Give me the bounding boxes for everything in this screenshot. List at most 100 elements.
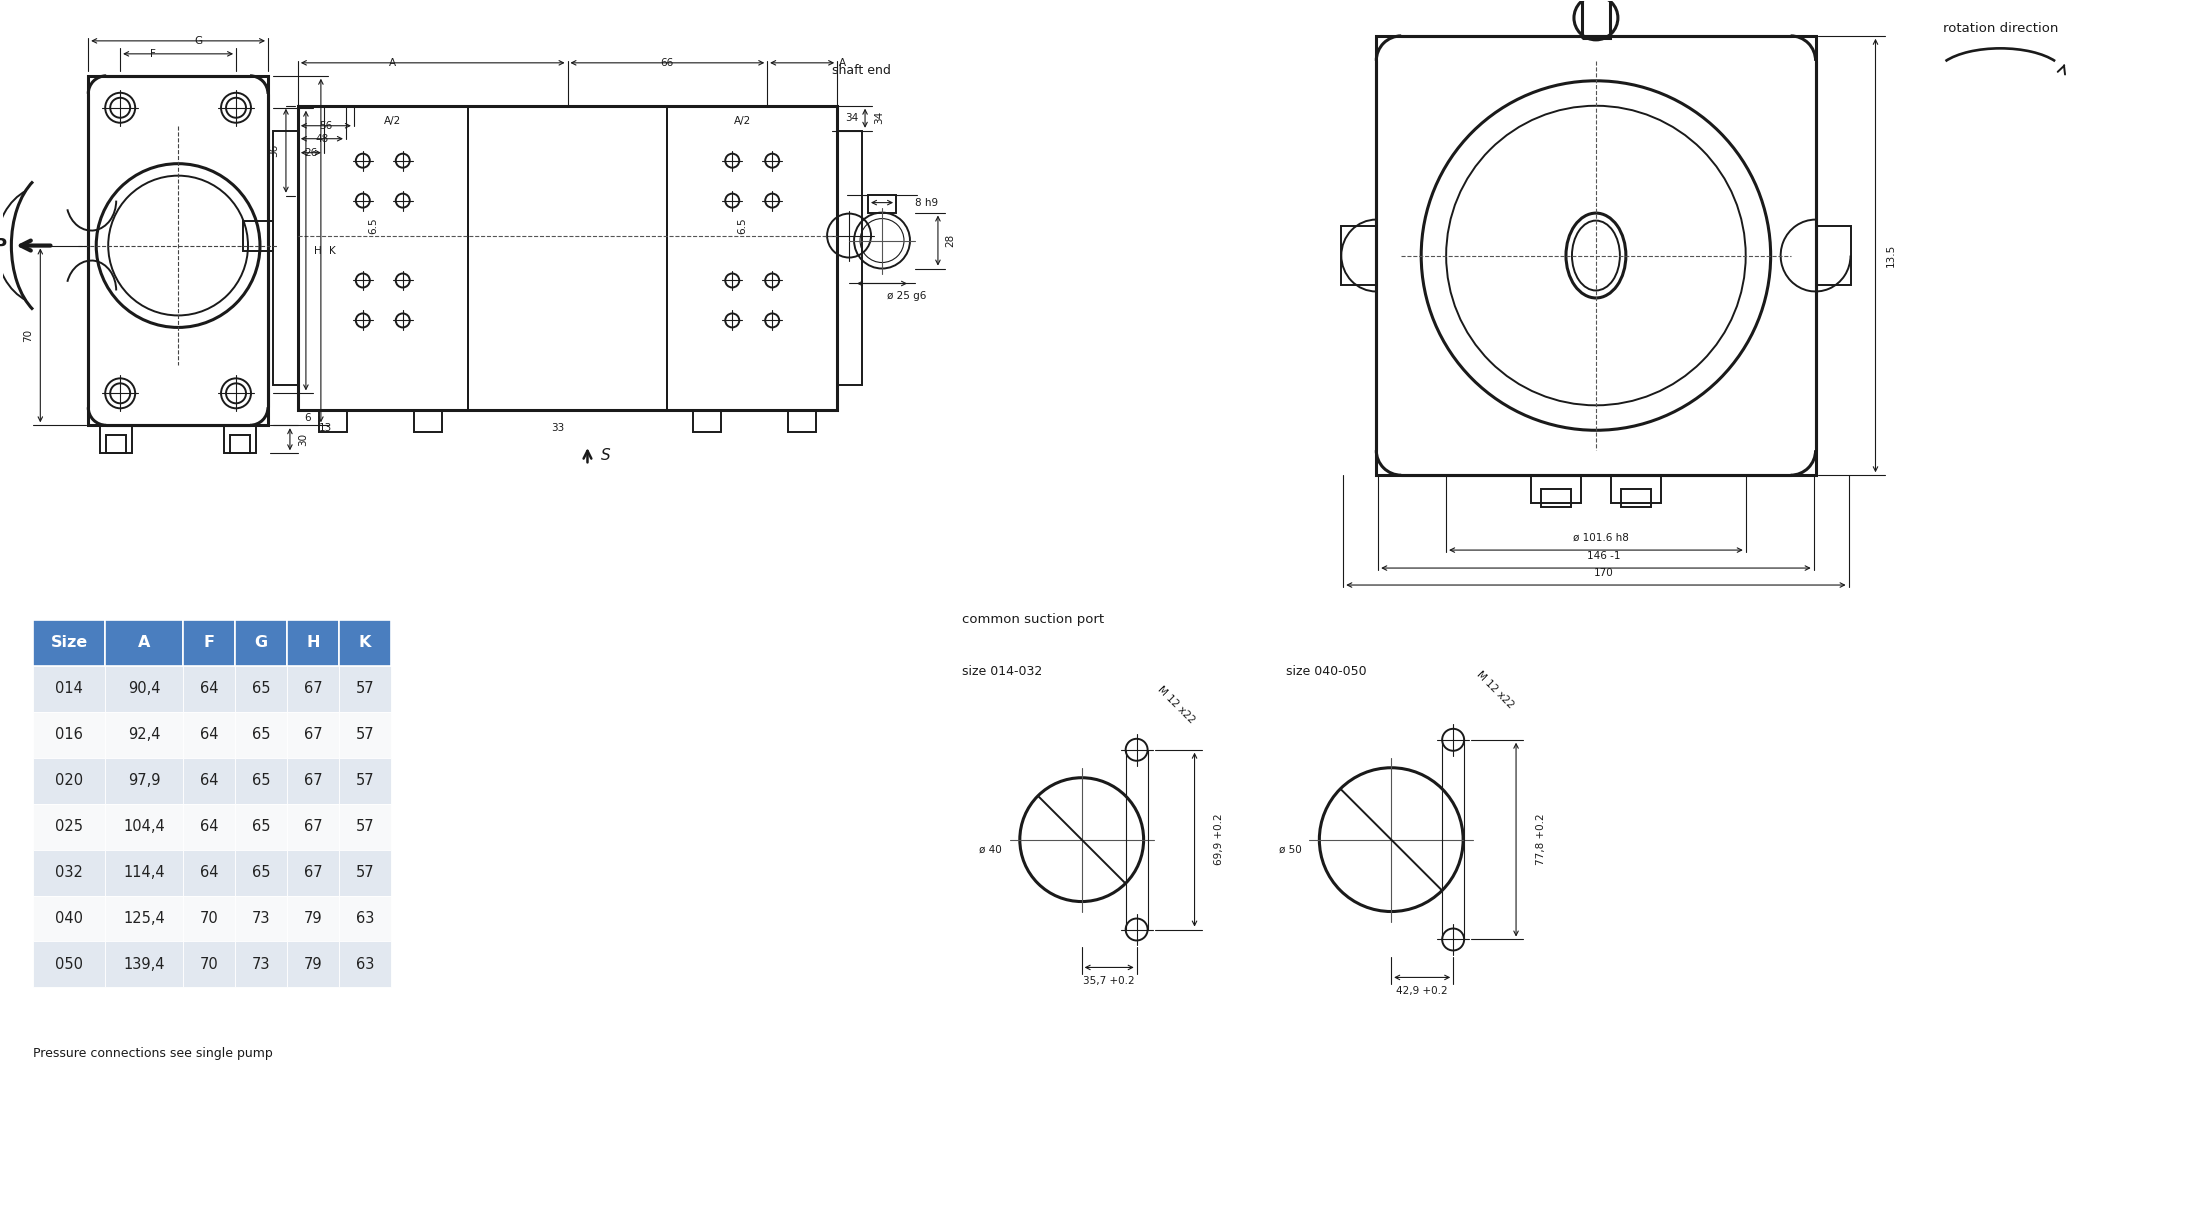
Text: 57: 57 <box>356 727 374 742</box>
Text: common suction port: common suction port <box>961 614 1104 627</box>
Text: 64: 64 <box>200 681 218 696</box>
Bar <box>183 849 235 895</box>
Text: 79: 79 <box>304 957 321 972</box>
Text: 014: 014 <box>55 681 84 696</box>
Bar <box>106 941 183 987</box>
Bar <box>33 895 106 941</box>
Bar <box>106 757 183 803</box>
Text: M 12 x22: M 12 x22 <box>1155 685 1197 725</box>
Text: 57: 57 <box>356 865 374 881</box>
Bar <box>106 849 183 895</box>
Text: 016: 016 <box>55 727 84 742</box>
Text: 48: 48 <box>315 134 328 144</box>
Bar <box>286 757 339 803</box>
Text: A: A <box>139 635 150 650</box>
Bar <box>106 712 183 757</box>
Bar <box>414 411 442 432</box>
Text: 28: 28 <box>946 234 955 248</box>
Bar <box>235 941 286 987</box>
Bar <box>339 941 392 987</box>
Bar <box>183 895 235 941</box>
Bar <box>33 803 106 849</box>
Bar <box>339 712 392 757</box>
Bar <box>235 757 286 803</box>
Text: K: K <box>330 245 337 256</box>
Text: S: S <box>601 448 609 463</box>
Text: 57: 57 <box>356 819 374 835</box>
Bar <box>235 620 286 666</box>
Text: 79: 79 <box>304 911 321 927</box>
Bar <box>183 757 235 803</box>
Bar <box>1815 226 1850 285</box>
Text: P: P <box>0 237 7 255</box>
Text: 34: 34 <box>845 112 858 123</box>
Bar <box>286 849 339 895</box>
Text: 56: 56 <box>319 121 332 130</box>
Text: 66: 66 <box>660 58 673 68</box>
Bar <box>224 425 255 453</box>
Text: 67: 67 <box>304 865 321 881</box>
Bar <box>183 620 235 666</box>
Bar <box>339 666 392 712</box>
Bar <box>1377 36 1815 475</box>
Text: 34: 34 <box>873 111 884 124</box>
Text: 139,4: 139,4 <box>123 957 165 972</box>
Text: 73: 73 <box>251 911 271 927</box>
Text: 42,9 +0.2: 42,9 +0.2 <box>1397 987 1448 997</box>
Bar <box>1610 475 1661 504</box>
Text: size 014-032: size 014-032 <box>961 666 1043 679</box>
Text: 6.5: 6.5 <box>367 217 378 234</box>
Bar <box>469 106 667 411</box>
Bar <box>88 76 268 425</box>
Text: 92,4: 92,4 <box>128 727 161 742</box>
Text: A: A <box>838 58 845 68</box>
Bar <box>1531 475 1582 504</box>
Bar <box>286 712 339 757</box>
Text: F: F <box>150 48 156 59</box>
Text: 63: 63 <box>356 911 374 927</box>
Bar <box>1621 489 1650 507</box>
Text: shaft end: shaft end <box>832 64 891 77</box>
Bar <box>339 620 392 666</box>
Text: 020: 020 <box>55 773 84 789</box>
Text: 65: 65 <box>251 727 271 742</box>
Text: A/2: A/2 <box>733 116 750 126</box>
Text: 70: 70 <box>200 911 218 927</box>
Bar <box>33 666 106 712</box>
Bar <box>339 895 392 941</box>
Text: 65: 65 <box>251 773 271 789</box>
Text: 70: 70 <box>24 329 33 342</box>
Text: 33: 33 <box>550 423 563 434</box>
Text: 69,9 +0.2: 69,9 +0.2 <box>1214 814 1223 865</box>
Text: 63: 63 <box>356 957 374 972</box>
Bar <box>101 425 132 453</box>
Bar <box>286 666 339 712</box>
Bar <box>339 849 392 895</box>
Bar <box>242 221 273 250</box>
Bar <box>106 620 183 666</box>
Text: 65: 65 <box>251 819 271 835</box>
Bar <box>286 941 339 987</box>
Bar <box>235 666 286 712</box>
Text: 57: 57 <box>356 773 374 789</box>
Text: 67: 67 <box>304 819 321 835</box>
Text: 67: 67 <box>304 773 321 789</box>
Bar <box>319 411 348 432</box>
Text: 65: 65 <box>251 681 271 696</box>
Bar <box>235 895 286 941</box>
Bar <box>33 849 106 895</box>
Text: ø 50: ø 50 <box>1278 844 1302 854</box>
Bar <box>235 712 286 757</box>
Bar <box>273 130 297 385</box>
Bar <box>788 411 816 432</box>
Text: A: A <box>389 58 396 68</box>
Text: Size: Size <box>51 635 88 650</box>
Text: 67: 67 <box>304 681 321 696</box>
Bar <box>235 849 286 895</box>
Bar <box>33 757 106 803</box>
Bar <box>33 712 106 757</box>
Text: 104,4: 104,4 <box>123 819 165 835</box>
Bar <box>106 803 183 849</box>
Text: size 040-050: size 040-050 <box>1287 666 1366 679</box>
Text: 040: 040 <box>55 911 84 927</box>
